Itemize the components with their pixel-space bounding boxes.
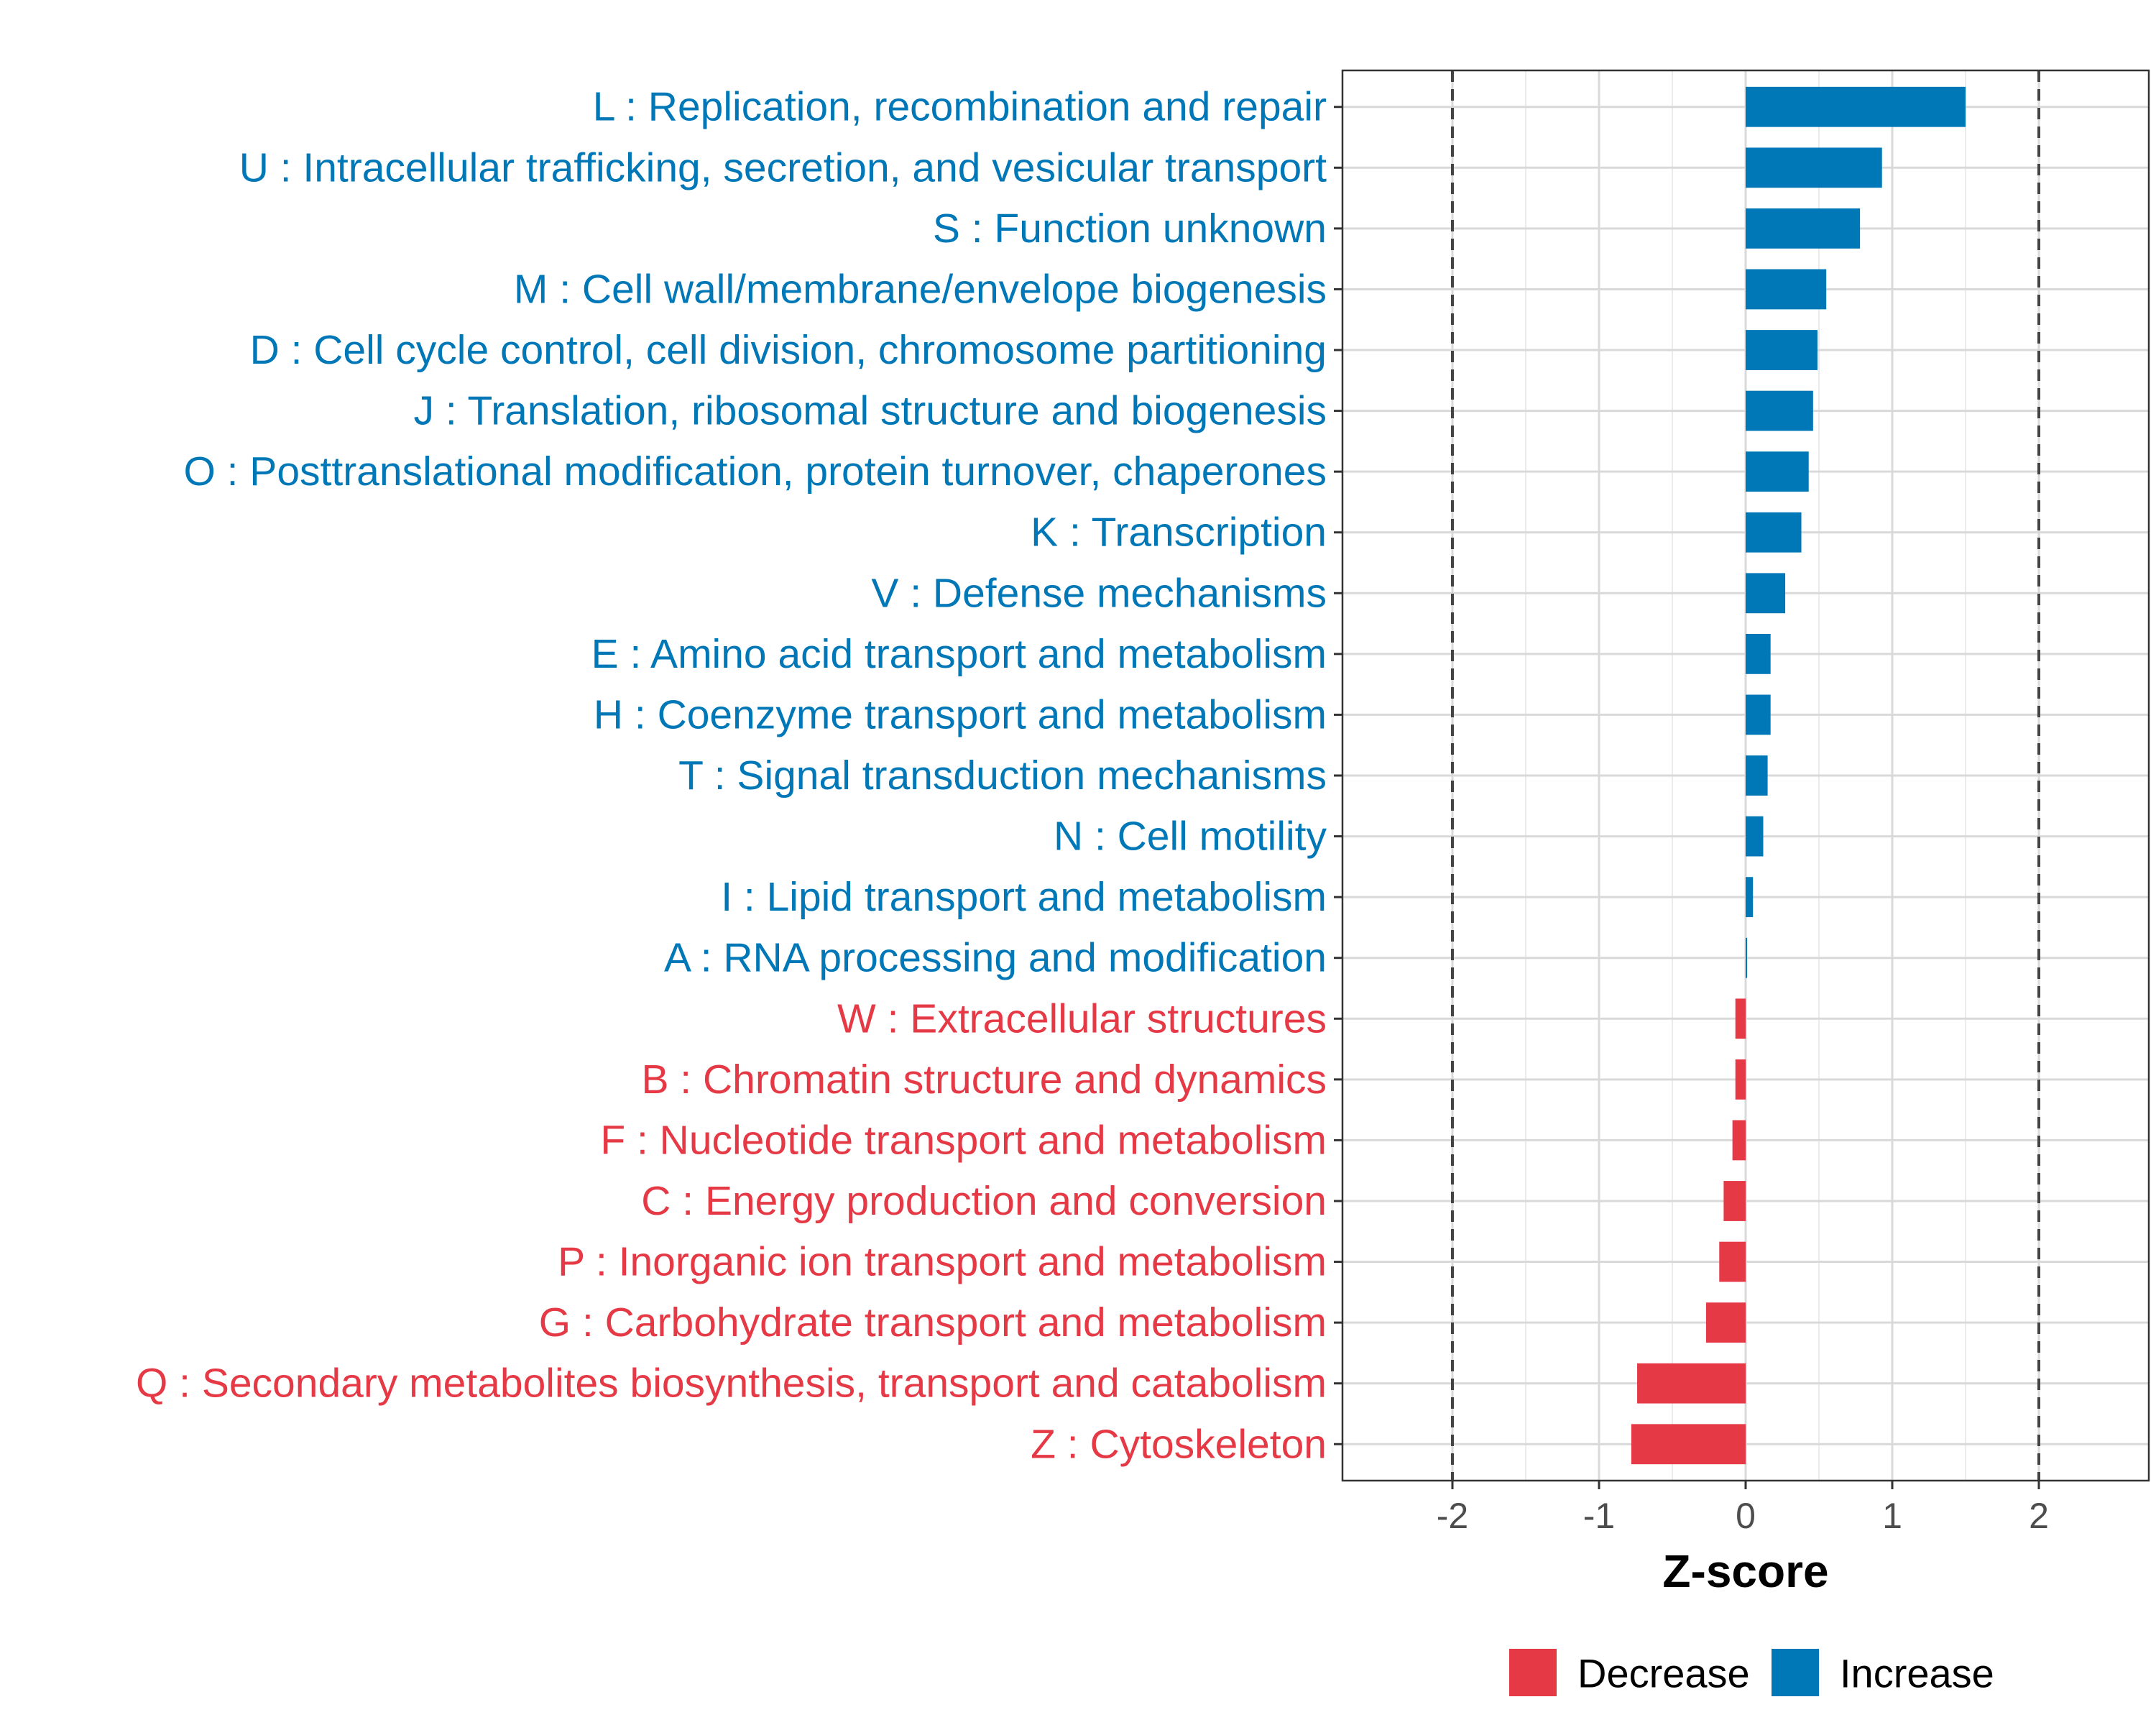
bar <box>1746 86 1966 127</box>
x-tick-label: 0 <box>1736 1496 1756 1536</box>
category-label: N : Cell motility <box>1054 814 1327 860</box>
y-axis-ticks <box>1334 106 1342 1445</box>
category-label: E : Amino acid transport and metabolism <box>591 631 1327 677</box>
category-label: J : Translation, ribosomal structure and… <box>414 388 1327 434</box>
bar <box>1631 1424 1746 1465</box>
category-label: S : Function unknown <box>933 206 1327 252</box>
category-label: A : RNA processing and modification <box>664 935 1327 981</box>
category-label: O : Posttranslational modification, prot… <box>183 448 1327 494</box>
category-label: I : Lipid transport and metabolism <box>721 874 1327 920</box>
bar <box>1746 633 1771 674</box>
bar <box>1746 877 1754 918</box>
y-axis-labels: L : Replication, recombination and repai… <box>136 84 1327 1468</box>
category-label: G : Carbohydrate transport and metabolis… <box>539 1300 1327 1346</box>
legend-key <box>1772 1649 1819 1696</box>
legend: Decrease Increase <box>1509 1649 1994 1696</box>
legend-key <box>1509 1649 1557 1696</box>
bar <box>1723 1181 1746 1221</box>
bar <box>1746 208 1861 249</box>
bar <box>1719 1241 1746 1282</box>
bar <box>1746 694 1771 735</box>
bars <box>1631 86 1966 1465</box>
category-label: M : Cell wall/membrane/envelope biogenes… <box>514 266 1327 312</box>
x-axis-ticks: -2 -1 0 1 2 <box>1437 1481 2049 1536</box>
bar <box>1746 512 1802 553</box>
category-label: W : Extracellular structures <box>837 995 1327 1041</box>
x-tick-label: 1 <box>1882 1496 1902 1536</box>
category-label: L : Replication, recombination and repai… <box>593 84 1327 130</box>
legend-label: Increase <box>1840 1651 1994 1696</box>
category-label: C : Energy production and conversion <box>641 1178 1327 1224</box>
category-label: B : Chromatin structure and dynamics <box>641 1057 1327 1103</box>
bar <box>1735 1059 1746 1100</box>
bar <box>1637 1363 1746 1404</box>
x-tick-label: 2 <box>2029 1496 2049 1536</box>
x-axis-title: Z-score <box>1662 1545 1828 1597</box>
bar <box>1735 998 1746 1039</box>
bar <box>1746 390 1813 431</box>
category-label: Z : Cytoskeleton <box>1031 1421 1327 1467</box>
bar <box>1732 1120 1746 1161</box>
category-label: U : Intracellular trafficking, secretion… <box>239 144 1327 190</box>
bar <box>1705 1302 1746 1343</box>
bar <box>1746 330 1818 370</box>
category-label: V : Defense mechanisms <box>871 570 1327 616</box>
bar <box>1746 573 1786 614</box>
category-label: K : Transcription <box>1031 510 1327 556</box>
category-label: D : Cell cycle control, cell division, c… <box>250 327 1327 373</box>
category-label: T : Signal transduction mechanisms <box>678 753 1327 799</box>
reference-lines <box>1451 70 2040 1481</box>
category-label: H : Coenzyme transport and metabolism <box>594 691 1327 737</box>
category-label: F : Nucleotide transport and metabolism <box>600 1117 1327 1163</box>
category-label: P : Inorganic ion transport and metaboli… <box>558 1239 1327 1285</box>
bar <box>1746 147 1882 188</box>
x-tick-label: -1 <box>1583 1496 1615 1536</box>
bar <box>1746 451 1809 492</box>
category-label: Q : Secondary metabolites biosynthesis, … <box>136 1361 1327 1407</box>
legend-label: Decrease <box>1577 1651 1750 1696</box>
bar <box>1746 269 1827 310</box>
bar <box>1746 816 1764 857</box>
x-tick-label: -2 <box>1437 1496 1468 1536</box>
bar <box>1746 755 1768 796</box>
bar <box>1746 937 1748 978</box>
